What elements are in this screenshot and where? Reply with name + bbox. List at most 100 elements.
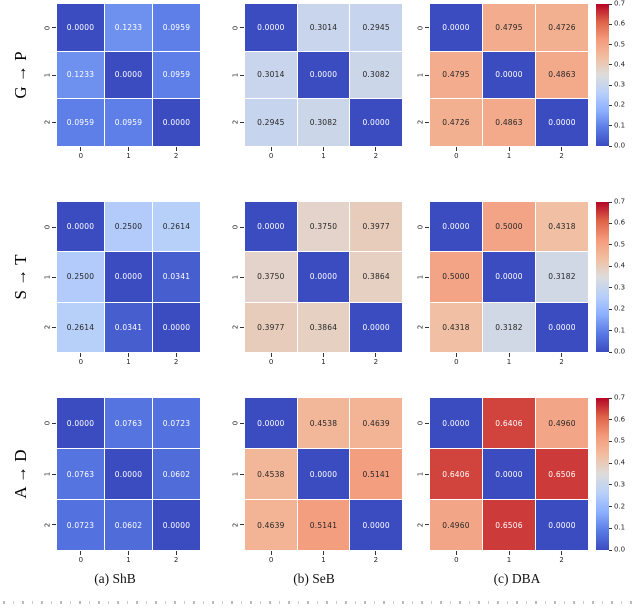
heatmap-cell: 0.4960 bbox=[536, 398, 588, 448]
colorbar-tick-mark bbox=[609, 287, 612, 289]
y-tick-mark bbox=[52, 422, 56, 424]
colorbar-tick-label: 0.7 bbox=[614, 197, 626, 206]
y-tick-label: 0 bbox=[231, 224, 240, 230]
y-tick-label: 0 bbox=[43, 224, 52, 230]
heatmap-cell: 0.4863 bbox=[483, 99, 535, 146]
heatmap-cell: 0.6506 bbox=[483, 500, 535, 550]
heatmap-cell: 0.3750 bbox=[297, 202, 350, 252]
heatmap-cell: 0.0000 bbox=[57, 4, 104, 51]
heatmap-row-s-to-t: S → T 0.0000 0.2500 0.2614 0.2500 0.0000 0.03… bbox=[0, 197, 640, 366]
heatmap-panel-seb: 0.0000 0.3014 0.2945 0.3014 0.0000 0.3082 0.29… bbox=[232, 4, 402, 160]
x-tick-mark bbox=[323, 551, 324, 555]
colorbar-tick-mark bbox=[609, 44, 612, 46]
heatmap-cell: 0.0000 bbox=[297, 449, 350, 499]
heatmap-cell: 0.2614 bbox=[57, 302, 104, 352]
x-tick-label: 2 bbox=[173, 556, 179, 564]
colorbar-tick-label: 0.6 bbox=[614, 19, 626, 28]
heatmap-row-a-to-d: A → D 0.0000 0.0763 0.0723 0.0763 0.0000 0.06… bbox=[0, 394, 640, 564]
y-tick-label: 2 bbox=[416, 120, 425, 125]
x-tick-mark bbox=[270, 551, 272, 555]
y-tick-mark bbox=[425, 422, 429, 424]
colorbar-tick-mark bbox=[609, 506, 612, 508]
heatmap-cell: 0.1233 bbox=[105, 4, 152, 51]
y-tick-label: 0 bbox=[231, 421, 240, 426]
y-tick-label: 0 bbox=[231, 25, 240, 30]
colorbar-tick-label: 0.7 bbox=[614, 0, 626, 8]
y-tick-label: 2 bbox=[231, 120, 240, 125]
x-tick-mark bbox=[561, 551, 563, 555]
y-tick-mark bbox=[52, 226, 56, 228]
colorbar-tick-mark bbox=[609, 265, 612, 267]
colorbar-tick-label: 0.2 bbox=[614, 100, 626, 109]
x-tick-mark bbox=[128, 353, 129, 357]
y-tick-mark bbox=[240, 226, 244, 228]
x-tick-mark bbox=[455, 147, 457, 151]
heatmap-cell: 0.0000 bbox=[483, 51, 535, 99]
x-tick-label: 1 bbox=[126, 358, 131, 366]
y-tick-mark bbox=[425, 473, 429, 475]
x-tick-label: 0 bbox=[268, 152, 274, 160]
x-tick-label: 1 bbox=[321, 152, 326, 160]
colorbar-tick-label: 0.1 bbox=[614, 121, 626, 130]
colorbar-tick-label: 0.6 bbox=[614, 415, 626, 424]
heatmap-cell: 0.4538 bbox=[245, 449, 297, 499]
heatmap-cell: 0.0000 bbox=[297, 51, 350, 99]
x-tick-label: 2 bbox=[373, 152, 379, 160]
heatmap-row-g-to-p: G → P 0.0000 0.1233 0.0959 0.1233 0.0000 0.09… bbox=[0, 0, 640, 160]
heatmap-cell: 0.0959 bbox=[153, 51, 200, 99]
x-tick-label: 2 bbox=[373, 556, 379, 564]
x-tick-label: 1 bbox=[126, 152, 131, 160]
heatmap-cell: 0.2945 bbox=[245, 99, 297, 146]
colorbar-tick-label: 0.0 bbox=[614, 347, 626, 356]
x-tick-mark bbox=[323, 353, 324, 357]
x-tick-mark bbox=[128, 551, 129, 555]
x-tick-mark bbox=[508, 353, 510, 357]
heatmap-cell: 0.0000 bbox=[350, 302, 402, 352]
colorbar-tick-mark bbox=[609, 201, 612, 203]
y-tick-label: 1 bbox=[43, 471, 52, 477]
heatmap-cell: 0.3014 bbox=[245, 51, 297, 99]
x-tick-label: 2 bbox=[373, 358, 379, 366]
heatmap-cell: 0.5141 bbox=[350, 449, 402, 499]
y-tick-label: 1 bbox=[43, 274, 52, 280]
y-tick-label: 1 bbox=[43, 72, 52, 78]
y-tick-mark bbox=[52, 276, 56, 278]
heatmap-cell: 0.0000 bbox=[245, 398, 297, 448]
heatmap-cell: 0.3750 bbox=[245, 252, 297, 302]
subfigure-caption-a: (a) ShB bbox=[94, 571, 136, 586]
x-tick-mark bbox=[375, 551, 377, 555]
heatmap-cell: 0.0000 bbox=[536, 99, 588, 146]
x-tick-label: 1 bbox=[506, 556, 512, 564]
heatmap-cell: 0.0959 bbox=[57, 99, 104, 146]
y-tick-mark bbox=[240, 27, 244, 29]
colorbar-tick-label: 0.5 bbox=[614, 240, 626, 249]
colorbar-tick-label: 0.2 bbox=[614, 502, 626, 511]
heatmap-cell: 0.0000 bbox=[297, 252, 350, 302]
y-tick-label: 0 bbox=[416, 421, 425, 426]
x-tick-mark bbox=[270, 147, 272, 151]
y-tick-mark bbox=[52, 27, 56, 29]
x-tick-label: 2 bbox=[559, 556, 564, 564]
x-tick-mark bbox=[80, 147, 82, 151]
colorbar-tick-mark bbox=[609, 125, 612, 127]
heatmap-cell: 0.3182 bbox=[536, 252, 588, 302]
y-tick-label: 0 bbox=[416, 224, 425, 230]
heatmap-grid: 0.0000 0.4538 0.4639 0.4538 0.0000 0.5141 0.46… bbox=[245, 398, 402, 550]
heatmap-cell: 0.0000 bbox=[57, 202, 104, 252]
heatmap-cell: 0.0000 bbox=[483, 449, 535, 499]
y-tick-mark bbox=[240, 473, 244, 475]
y-tick-label: 0 bbox=[43, 421, 52, 426]
colorbar-gradient bbox=[596, 202, 609, 352]
heatmap-cell: 0.0000 bbox=[57, 398, 104, 448]
y-tick-label: 0 bbox=[416, 25, 425, 30]
x-tick-label: 0 bbox=[454, 358, 459, 366]
heatmap-cell: 0.4795 bbox=[483, 4, 535, 51]
colorbar-tick-label: 0.6 bbox=[614, 218, 626, 227]
heatmap-cell: 0.5000 bbox=[483, 202, 535, 252]
x-tick-mark bbox=[175, 147, 177, 151]
heatmap-cell: 0.0602 bbox=[153, 449, 200, 499]
colorbar-tick-label: 0.0 bbox=[614, 545, 626, 554]
colorbar-tick-mark bbox=[609, 222, 612, 224]
x-tick-mark bbox=[508, 551, 510, 555]
y-tick-mark bbox=[240, 326, 244, 328]
